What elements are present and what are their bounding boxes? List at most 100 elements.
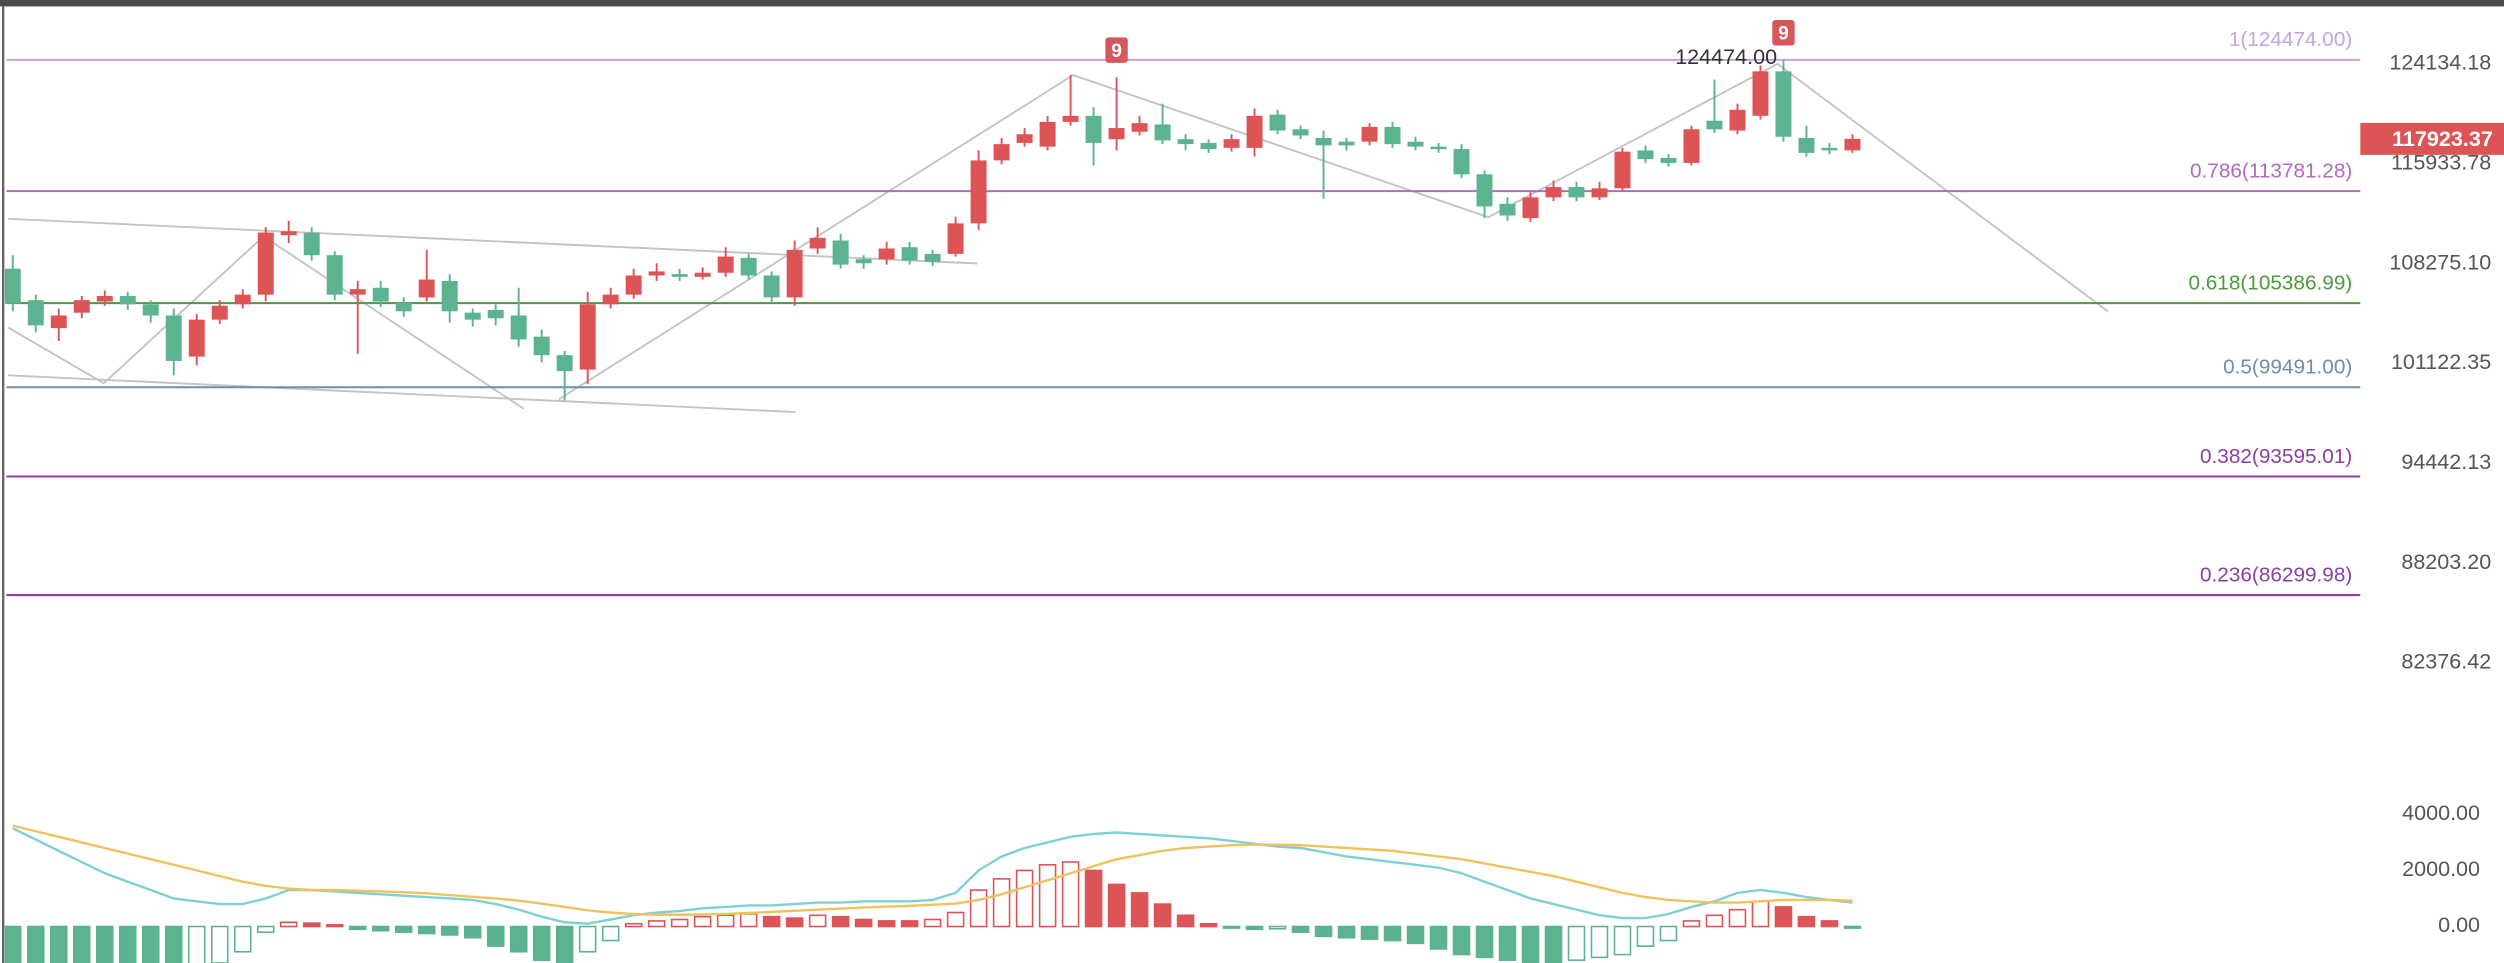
macd-bar <box>532 925 551 961</box>
fib-label: 1(124474.00) <box>2229 28 2352 51</box>
candle-body <box>740 257 757 276</box>
candle-body <box>1522 197 1539 219</box>
candle-body <box>1821 147 1838 151</box>
macd-bar <box>854 918 873 928</box>
candle-body <box>441 280 458 312</box>
macd-tick-label: 4000.00 <box>2402 800 2480 825</box>
macd-bar <box>831 915 850 928</box>
macd-bar <box>1107 883 1126 928</box>
macd-bar <box>946 911 965 928</box>
macd-bar <box>302 922 321 928</box>
marker-box <box>1772 19 1795 46</box>
macd-bar <box>1636 925 1655 947</box>
macd-bar <box>1590 925 1609 959</box>
candle-body <box>1292 129 1309 136</box>
candle-body <box>1384 126 1401 145</box>
candle-body <box>1246 115 1263 148</box>
candle-body <box>257 232 274 295</box>
macd-bar <box>95 925 114 963</box>
last-price-label: 117923.37 <box>2392 126 2493 151</box>
macd-bar <box>1084 869 1103 928</box>
candle-body <box>579 304 596 370</box>
macd-bar <box>417 925 436 935</box>
macd-bar <box>1199 922 1218 928</box>
macd-bar <box>210 925 229 963</box>
macd-bar <box>1360 925 1379 940</box>
candle-body <box>303 232 320 256</box>
macd-bar <box>1659 925 1678 942</box>
macd-bar <box>1314 925 1333 938</box>
macd-bar <box>647 920 666 928</box>
macd-bar <box>1475 925 1494 959</box>
candle-body <box>832 240 849 265</box>
macd-bar <box>49 925 68 963</box>
candle-body <box>1568 187 1585 198</box>
candle-body <box>418 279 435 298</box>
macd-bar <box>348 925 367 931</box>
macd-bar <box>1061 861 1080 928</box>
candle-body <box>4 268 21 304</box>
y-tick-label: 82376.42 <box>2401 649 2491 674</box>
fib-label: 0.786(113781.28) <box>2190 159 2352 182</box>
zigzag-line <box>558 62 2109 401</box>
candle-body <box>27 300 44 326</box>
macd-bar <box>279 921 298 928</box>
zigzag-line <box>7 235 525 410</box>
axes: 124134.18115933.78108275.10101122.359444… <box>2188 28 2504 937</box>
macd-bar <box>371 925 390 932</box>
candle-body <box>1039 121 1056 147</box>
drawings <box>7 62 2109 413</box>
candle-body <box>556 355 573 372</box>
macd-bar <box>1015 869 1034 928</box>
macd-bar <box>762 915 781 928</box>
macd-bar <box>256 925 275 933</box>
candle-body <box>602 294 619 305</box>
candle-body <box>1108 128 1125 140</box>
macd-bar <box>440 925 459 936</box>
macd-bar <box>739 913 758 928</box>
macd-bar <box>486 925 505 947</box>
channel-line <box>7 217 978 265</box>
candle-body <box>717 256 734 273</box>
macd-bar <box>1521 925 1540 963</box>
candle-body <box>73 300 90 313</box>
candle-body <box>211 305 228 320</box>
macd-bar <box>26 925 45 963</box>
macd-bar <box>578 925 597 953</box>
candle-body <box>1338 141 1355 146</box>
macd-bar <box>1406 925 1425 945</box>
macd-bar <box>808 914 827 928</box>
candle-body <box>372 287 389 302</box>
fib-label: 0.5(99491.00) <box>2223 356 2352 379</box>
candle-body <box>855 259 872 264</box>
macd-bar <box>1705 914 1724 928</box>
fib-label: 0.618(105386.99) <box>2188 271 2352 294</box>
macd-tick-label: 0.00 <box>2438 912 2480 937</box>
candle-body <box>1062 115 1079 122</box>
candle-body <box>1752 71 1769 116</box>
candle-body <box>1269 114 1286 131</box>
candle-body <box>901 247 918 261</box>
candle-body <box>1683 129 1700 163</box>
macd-bar <box>463 925 482 939</box>
candle-body <box>947 223 964 254</box>
candle-body <box>188 319 205 357</box>
candle-body <box>1545 187 1562 198</box>
candle-body <box>1614 151 1631 189</box>
y-tick-label: 108275.10 <box>2389 249 2491 274</box>
macd-bar <box>1222 925 1241 929</box>
macd-bar <box>187 925 206 963</box>
macd-bar <box>1843 925 1862 929</box>
macd-bar <box>1452 925 1471 956</box>
candle-body <box>625 275 642 295</box>
y-tick-label: 101122.35 <box>2391 349 2491 374</box>
candle-body <box>1177 139 1194 145</box>
y-tick-label: 88203.20 <box>2401 549 2491 574</box>
candle-body <box>1798 137 1815 153</box>
candle-body <box>1499 203 1516 216</box>
fib-label: 0.382(93595.01) <box>2200 445 2352 468</box>
macd-bar <box>1383 925 1402 942</box>
macd-bar <box>1130 892 1149 928</box>
